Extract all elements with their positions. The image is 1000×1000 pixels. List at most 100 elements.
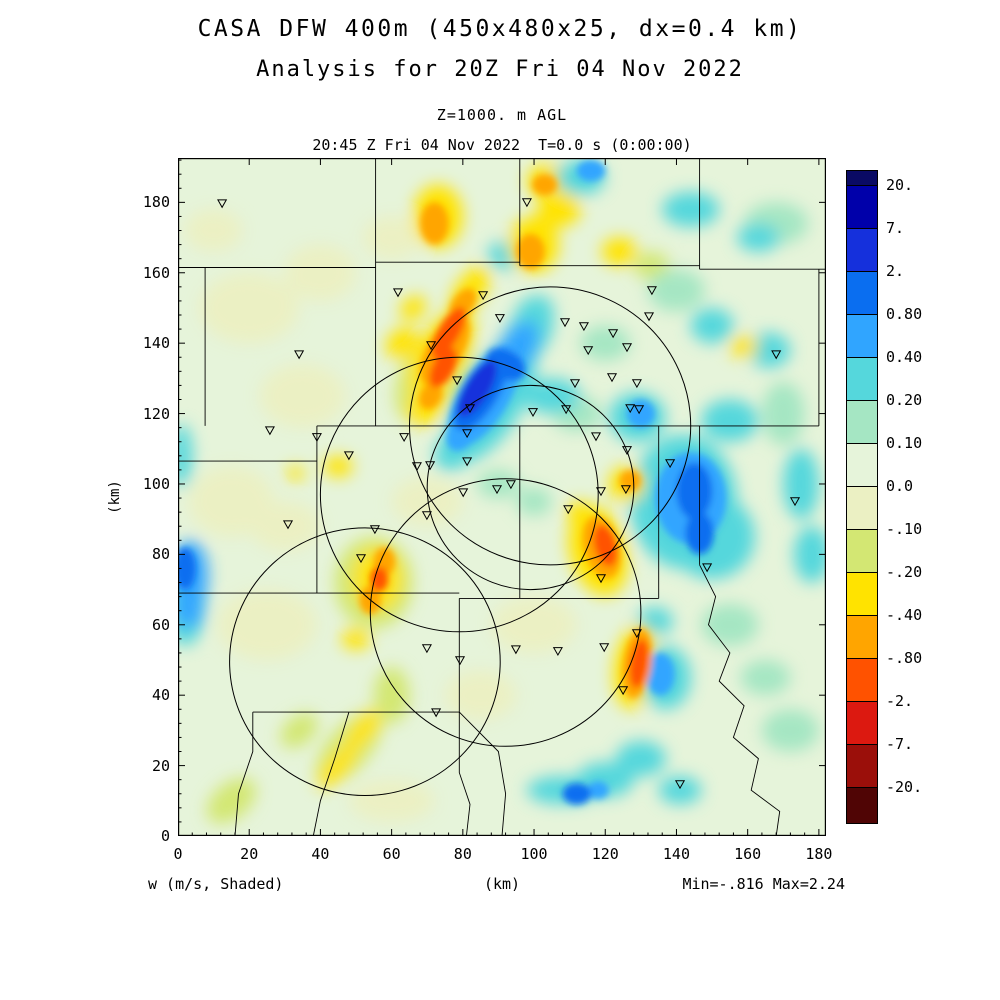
w-field-blob (249, 501, 321, 551)
colorbar-segment (847, 615, 877, 658)
w-field-blob (747, 332, 791, 368)
station-marker (425, 461, 436, 471)
w-field-blob (217, 589, 317, 660)
station-marker (462, 457, 473, 467)
station-marker (702, 563, 713, 573)
w-field-blob (576, 160, 606, 182)
colorbar-tick-label: -.20 (886, 563, 923, 581)
w-field-blob (646, 653, 675, 696)
station-marker (665, 459, 676, 469)
colorbar-tick-label: -2. (886, 692, 914, 710)
w-field-blob (601, 237, 638, 266)
colorbar-segment (847, 185, 877, 228)
w-field-blob (676, 462, 713, 520)
station-marker (343, 451, 354, 461)
y-tick-label: 0 (160, 827, 170, 845)
colorbar-segment (847, 228, 877, 271)
colorbar-segment (847, 357, 877, 400)
station-marker (608, 329, 619, 339)
colorbar-segment (847, 171, 877, 185)
colorbar-segment (847, 443, 877, 486)
station-marker (411, 462, 422, 472)
colorbar-tick-label: 0.10 (886, 434, 923, 452)
x-tick-label: 180 (805, 845, 833, 863)
station-marker (462, 429, 473, 439)
station-marker (631, 629, 642, 639)
station-marker (569, 379, 581, 389)
time-label: 20:45 Z Fri 04 Nov 2022 T=0.0 s (0:00:00… (312, 136, 692, 154)
w-field-blob (794, 526, 826, 583)
x-tick-label: 40 (311, 845, 330, 863)
w-field-blob (385, 327, 419, 359)
w-field-blob (662, 191, 720, 227)
radar-range-circle (409, 286, 692, 566)
x-tick-label: 20 (240, 845, 259, 863)
station-marker (599, 643, 610, 653)
w-field-map (177, 158, 826, 837)
colorbar-tick-label: -.80 (886, 649, 923, 667)
station-marker (426, 341, 437, 351)
colorbar-tick-label: -20. (886, 778, 923, 796)
county-boundary (312, 711, 350, 836)
y-tick-label: 180 (142, 193, 170, 212)
station-marker (646, 286, 657, 296)
colorbar-segment (847, 572, 877, 615)
colorbar-tick-label: 0.80 (886, 305, 923, 323)
w-field-blob (516, 487, 552, 516)
y-tick-label: 20 (151, 756, 170, 775)
w-field-blob (178, 547, 196, 590)
map-layers (178, 158, 826, 836)
radar-range-circle (229, 527, 501, 797)
w-field-blob (431, 307, 466, 358)
w-field-blob (729, 336, 759, 358)
station-marker (618, 686, 629, 696)
station-marker (621, 343, 633, 353)
station-marker (510, 645, 521, 655)
colorbar-segment (847, 271, 877, 314)
w-field-blob (701, 603, 759, 646)
y-tick-label: 160 (142, 263, 170, 282)
colorbar-segment (847, 400, 877, 443)
y-tick-label: 40 (151, 686, 170, 705)
station-marker (399, 433, 410, 443)
w-field-blob (648, 269, 705, 312)
w-field-blob (562, 783, 591, 805)
y-tick-label: 80 (151, 545, 170, 564)
colorbar-segment (847, 314, 877, 357)
x-tick-label: 60 (382, 845, 401, 863)
colorbar: 20. 7. 2. 0.80 0.40 0.20 0.10 0.0 -.10 -.20 -.40 -.… (846, 170, 996, 830)
w-field-blob (373, 667, 410, 724)
station-marker (527, 408, 539, 418)
x-tick-label: 0 (173, 845, 183, 863)
x-tick-label: 80 (453, 845, 472, 863)
w-field-blob (178, 593, 203, 629)
w-field-blob (626, 399, 656, 428)
w-field-blob (740, 660, 791, 696)
level-label: Z=1000. m AGL (436, 106, 568, 124)
w-field-blob (286, 466, 305, 481)
w-field-blob (370, 566, 389, 592)
w-field-blob (178, 424, 193, 488)
station-marker (311, 433, 322, 443)
station-marker (294, 350, 305, 360)
w-field-blob (391, 477, 463, 527)
minmax-label: Min=-.816 Max=2.24 (682, 875, 845, 893)
y-tick-label: 100 (142, 474, 170, 493)
station-marker (674, 780, 686, 790)
station-marker (595, 487, 607, 497)
x-axis-tick-labels: 0 20 40 60 80 100 120 140 160 180 (173, 845, 832, 865)
station-marker (583, 346, 594, 356)
station-marker (491, 485, 503, 495)
y-axis-label: (km) (107, 480, 123, 514)
colorbar-segment (847, 658, 877, 701)
w-field-blob (532, 174, 558, 196)
w-field-blob (616, 741, 666, 777)
station-marker (606, 373, 618, 383)
x-axis-unit-label: (km) (483, 875, 521, 893)
colorbar-labels: 20. 7. 2. 0.80 0.40 0.20 0.10 0.0 -.10 -.20 -.40 -.… (846, 170, 996, 822)
station-marker (458, 488, 469, 498)
station-marker (452, 376, 463, 386)
colorbar-segment (847, 486, 877, 529)
plot-frame (178, 158, 826, 836)
